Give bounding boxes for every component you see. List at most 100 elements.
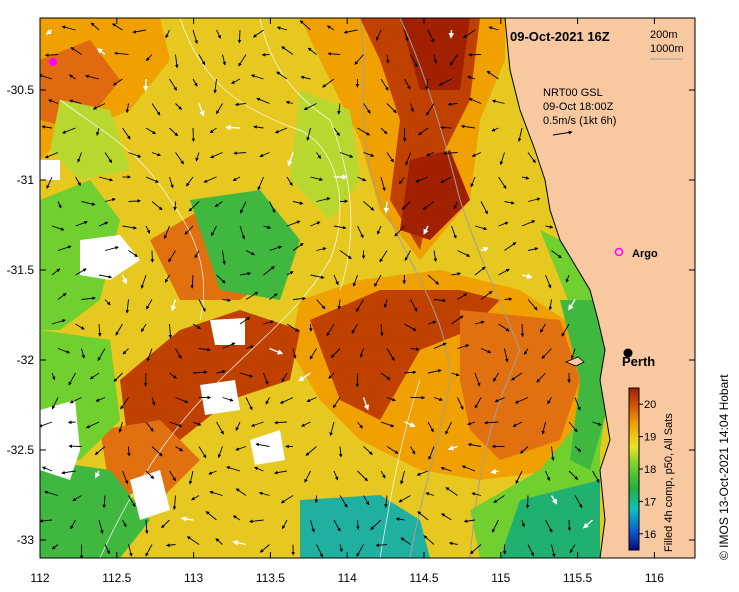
current-arrow [282,519,288,530]
current-arrow [90,22,100,31]
current-arrow [356,519,360,530]
current-arrow [357,470,368,482]
vector-scale-arrow [552,130,573,136]
current-arrow [128,152,142,158]
vector-scale-label: 0.5m/s (1kt 6h) [543,115,616,127]
current-arrow [545,470,551,481]
current-arrow [433,342,447,349]
credit-text: © IMOS 13-Oct-2021 14:04 Hobart [717,374,731,560]
current-arrow [425,492,435,496]
perth-marker[interactable]: Perth [622,348,655,370]
current-arrow [484,420,499,425]
current-arrow [175,152,184,165]
y-tick-label: -31 [17,173,35,187]
current-arrow [192,78,198,87]
current-arrow [410,103,414,113]
current-arrow [445,487,458,496]
current-arrow [239,225,246,240]
current-arrow [274,470,288,475]
current-arrow [234,102,247,107]
current-arrow [352,274,358,287]
current-arrow [467,442,482,447]
current-arrow [453,201,458,210]
current-arrow [128,250,138,257]
current-arrow [279,397,294,404]
current-arrow [169,372,177,379]
current-arrow [118,421,123,433]
current-arrow [146,348,153,362]
current-arrow [145,225,151,234]
current-arrow [567,519,572,532]
current-arrow [440,176,452,183]
current-arrow [239,372,253,378]
current-arrow [255,442,270,447]
current-arrow [515,470,523,485]
argo-label: Argo [632,248,658,260]
current-arrow [276,26,288,31]
current-arrow [443,151,458,156]
current-arrow [216,274,226,284]
current-arrow [574,397,581,411]
current-arrow [151,201,163,211]
current-arrow [498,323,510,332]
current-arrow [423,225,429,235]
current-arrow [527,544,535,557]
current-arrow [550,495,558,505]
current-arrow [186,176,194,187]
perth-label: Perth [622,354,655,369]
y-tick-label: -32 [17,353,35,367]
current-arrow [363,446,373,455]
current-arrow [191,127,196,142]
current-arrow [104,197,116,202]
current-arrow [94,446,106,455]
current-arrow [146,299,153,310]
current-arrow [568,421,578,433]
current-arrow [298,372,311,382]
current-arrow [281,46,294,55]
current-arrow [504,297,513,301]
current-arrow [400,470,405,485]
current-arrow [198,446,207,459]
current-arrow [480,246,489,253]
current-arrow [498,176,507,190]
current-arrow [398,176,405,185]
current-arrow [329,421,335,437]
current-arrow [410,347,420,351]
current-arrow [96,48,106,56]
current-arrow [304,470,311,483]
current-arrow [491,127,499,132]
current-arrow [333,470,339,481]
current-arrow [257,176,264,191]
current-arrow [72,495,82,502]
contour-1000m [359,18,451,558]
current-arrow [151,397,156,406]
current-arrow [326,323,335,337]
current-arrow [145,421,154,432]
current-arrow [480,201,488,215]
argo-marker[interactable]: Argo [614,247,658,260]
current-arrow [457,397,464,410]
current-arrow [226,466,241,472]
current-arrow [380,176,386,192]
current-arrow [222,298,232,302]
x-tick-label: 112.5 [102,571,131,585]
current-arrow [457,344,470,349]
current-arrow [428,446,435,461]
float-marker-icon[interactable] [49,58,57,66]
current-arrow [416,470,429,476]
current-arrow [169,421,183,428]
x-tick-label: 112 [30,571,49,585]
current-arrow [97,323,102,337]
current-arrow [280,495,294,504]
current-arrow [330,348,341,359]
current-arrow [44,490,59,496]
current-arrow [104,299,111,306]
current-arrow [128,544,133,557]
colorbar-tick-label: 17 [644,496,656,508]
current-arrow [316,247,327,251]
current-arrow [541,421,546,435]
current-arrow [51,268,61,276]
current-arrow [216,421,224,435]
sst-field [40,18,695,558]
current-arrow [122,519,127,528]
